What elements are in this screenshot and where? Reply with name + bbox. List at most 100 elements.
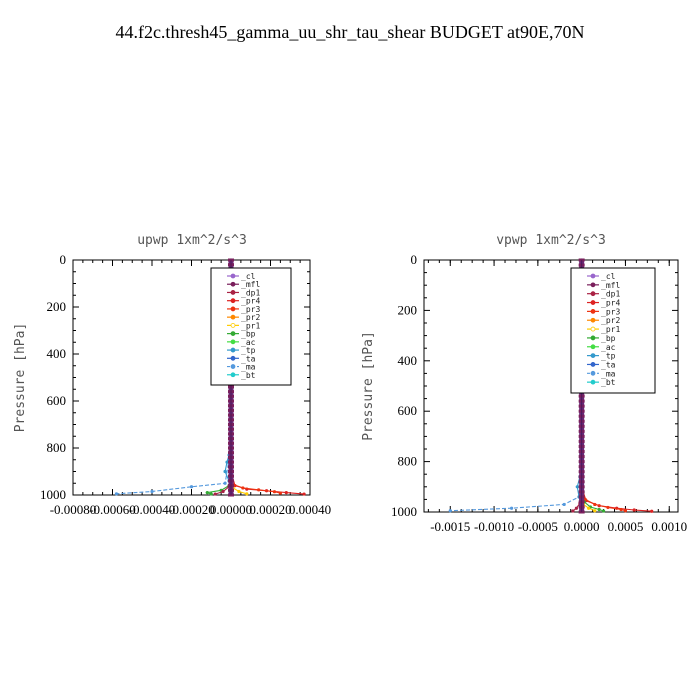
- series-point-pr3: [583, 497, 587, 501]
- series-point-pr1: [593, 509, 597, 513]
- legend-label: _ta: [601, 360, 616, 369]
- series-point-pr3: [278, 491, 282, 495]
- legend-label: _mfl: [241, 280, 260, 289]
- series-point-pr3: [241, 486, 245, 490]
- legend-marker: [590, 379, 596, 385]
- series-line-ma: [450, 260, 583, 512]
- legend-box: [210, 267, 292, 386]
- legend-marker: [590, 370, 596, 376]
- legend-marker: [590, 344, 596, 350]
- legend-label: _bp: [601, 334, 616, 343]
- legend-label: _dp1: [241, 288, 260, 297]
- legend-marker: [590, 273, 596, 279]
- series-point-pr3: [593, 502, 597, 507]
- legend-marker: [230, 364, 236, 369]
- y-tick-label: 200: [47, 299, 67, 314]
- legend-marker: [590, 308, 596, 314]
- legend-label: _bt: [241, 371, 256, 380]
- x-tick-label: -0.00060: [89, 502, 136, 517]
- y-tick-label: 800: [398, 454, 418, 469]
- x-tick-label: -0.00040: [129, 502, 176, 517]
- series-point-pr4: [284, 491, 288, 495]
- y-tick-label: 0: [411, 252, 418, 267]
- series-point-dp1: [213, 492, 217, 496]
- series-point-bp: [597, 507, 601, 512]
- legend-marker: [230, 314, 236, 320]
- legend-marker: [230, 322, 236, 328]
- legend-marker: [230, 372, 236, 378]
- legend-label: _tp: [601, 352, 616, 361]
- legend-marker: [590, 300, 596, 305]
- legend-label: _pr4: [601, 299, 620, 308]
- series-point-pr1: [245, 492, 249, 496]
- legend-label: _bt: [601, 378, 616, 387]
- x-tick-label: 0.00040: [289, 502, 331, 517]
- series-point-tp: [225, 460, 229, 464]
- legend-marker: [230, 355, 236, 361]
- series-point-pr1: [237, 489, 241, 494]
- series-point-ma: [189, 485, 194, 489]
- series-point-tp: [223, 469, 227, 474]
- legend-label: _ma: [601, 369, 616, 378]
- x-tick-label: 0.00020: [249, 502, 291, 517]
- series-point-bp: [601, 509, 606, 513]
- x-tick-label: 0.00000: [210, 502, 252, 517]
- y-tick-label: 800: [47, 440, 67, 455]
- legend-marker: [230, 331, 236, 337]
- series-line-pr3: [230, 471, 281, 494]
- chart-panel-vpwp: vpwp 1xm^2/s^3 Pressure [hPa] 0 200 400 600 80…: [361, 233, 687, 534]
- legend-marker: [590, 362, 596, 367]
- legend-label: _bp: [241, 330, 256, 339]
- chart-panel-upwp: upwp 1xm^2/s^3 Pressure [hPa] 0 200 400 600 80…: [13, 233, 331, 517]
- legend-label: _pr4: [241, 297, 260, 306]
- legend-marker: [590, 353, 596, 359]
- x-tick-label: 0.0000: [564, 519, 600, 534]
- x-tick-label: -0.00020: [168, 502, 215, 517]
- legend-label: _pr1: [241, 321, 260, 330]
- y-tick-label: 400: [398, 353, 418, 368]
- legend-label: _ma: [241, 363, 256, 372]
- legend-marker: [230, 290, 236, 295]
- x-tick-label: -0.0005: [518, 519, 558, 534]
- series-point-dp1: [571, 509, 575, 513]
- x-tick-label: -0.00080: [50, 502, 97, 517]
- series-point-ma: [150, 489, 154, 494]
- series-point-pr4: [632, 508, 636, 512]
- series-point-pr3: [257, 488, 261, 492]
- series-point-bp: [205, 491, 209, 495]
- y-axis-label: Pressure [hPa]: [13, 323, 28, 433]
- x-tick-label: 0.0005: [608, 519, 644, 534]
- legend-label: _pr3: [241, 305, 260, 314]
- legend-marker: [590, 326, 596, 332]
- legend-label: _tp: [241, 346, 256, 355]
- series-point-ma: [562, 502, 566, 507]
- legend-label: _mfl: [601, 281, 620, 290]
- legend-marker: [230, 347, 236, 353]
- y-tick-label: 200: [398, 302, 418, 317]
- series-point-ma: [223, 481, 227, 485]
- series-point-pr4: [302, 492, 306, 496]
- legend-marker: [590, 291, 596, 297]
- legend-marker: [590, 282, 596, 288]
- legend-marker: [230, 273, 236, 279]
- legend-label: _dp1: [601, 290, 620, 299]
- legend-label: _cl: [241, 272, 256, 281]
- series-point-tp: [575, 485, 579, 489]
- panel-title: vpwp 1xm^2/s^3: [496, 233, 606, 248]
- series-point-pr3: [606, 505, 610, 510]
- figure-title: 44.f2c.thresh45_gamma_uu_shr_tau_shear B…: [115, 22, 585, 42]
- y-tick-label: 600: [47, 393, 67, 408]
- y-tick-label: 0: [60, 252, 67, 267]
- y-tick-label: 600: [398, 403, 418, 418]
- legend-label: _pr1: [601, 325, 620, 334]
- series-point-pr3: [623, 509, 628, 513]
- series-point-dp1: [221, 489, 225, 494]
- legend-box: [570, 267, 656, 394]
- legend-label: _pr2: [601, 316, 620, 325]
- y-tick-label: 400: [47, 346, 67, 361]
- series-point-ma: [114, 492, 119, 496]
- legend-marker: [590, 335, 596, 341]
- legend-label: _ac: [241, 338, 256, 347]
- series-point-pr4: [650, 509, 654, 513]
- legend-label: _ac: [601, 343, 616, 352]
